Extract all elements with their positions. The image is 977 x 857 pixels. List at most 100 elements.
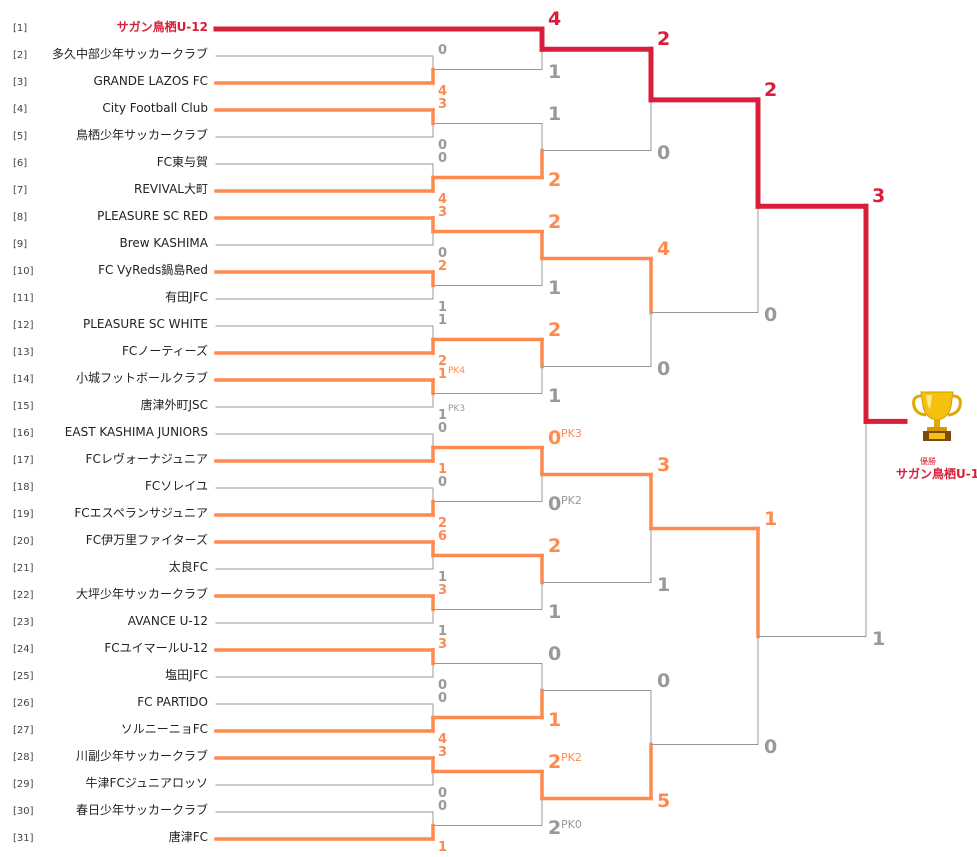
match-score: 1 [657, 573, 671, 596]
match-score: 0 [438, 799, 448, 814]
seed-number: [22] [13, 590, 34, 601]
team-name[interactable]: FCソレイユ [144, 479, 208, 493]
seed-number: [14] [13, 374, 34, 385]
seed-number: [21] [13, 563, 34, 574]
team-name[interactable]: FCノーティーズ [122, 344, 208, 358]
match-score: 6 [438, 529, 448, 544]
seed-number: [26] [13, 698, 34, 709]
pk-score: PK0 [561, 817, 582, 831]
match-score: 4 [657, 237, 671, 260]
seed-number: [11] [13, 293, 34, 304]
seed-number: [13] [13, 347, 34, 358]
team-name[interactable]: City Football Club [102, 101, 208, 115]
match-score: 2 [548, 318, 562, 341]
team-name[interactable]: 太良FC [168, 560, 208, 574]
team-name[interactable]: 牛津FCジュニアロッソ [85, 776, 208, 790]
team-name[interactable]: 唐津FC [168, 830, 208, 844]
team-name[interactable]: 春日少年サッカークラブ [75, 803, 208, 817]
match-score: 1 [548, 276, 562, 299]
match-score: 0 [438, 138, 448, 153]
match-score: 3 [438, 205, 448, 220]
team-name[interactable]: 大坪少年サッカークラブ [75, 587, 208, 601]
team-name[interactable]: FC東与賀 [156, 155, 208, 169]
team-name[interactable]: 多久中部少年サッカークラブ [51, 47, 208, 61]
team-name[interactable]: FCレヴォーナジュニア [85, 452, 208, 466]
seed-number: [19] [13, 509, 34, 520]
match-score: 1 [548, 600, 562, 623]
match-score: 0 [764, 735, 778, 758]
match-score: 1 [438, 570, 448, 585]
match-score: 4 [438, 192, 448, 207]
team-name[interactable]: 川副少年サッカークラブ [75, 749, 208, 763]
team-name[interactable]: サガン鳥栖U-12 [116, 20, 208, 34]
match-score: 0 [438, 691, 448, 706]
match-score: 2 [548, 168, 562, 191]
match-score: 3 [657, 453, 671, 476]
match-score: 1 [548, 384, 562, 407]
seed-number: [18] [13, 482, 34, 493]
seed-number: [2] [13, 50, 28, 61]
seed-number: [20] [13, 536, 34, 547]
seed-number: [27] [13, 725, 34, 736]
match-score: 5 [657, 789, 671, 812]
trophy-icon [912, 388, 962, 444]
seed-number: [7] [13, 185, 28, 196]
team-name[interactable]: FCユイマールU-12 [104, 641, 208, 655]
seed-number: [5] [13, 131, 28, 142]
pk-score: PK3 [448, 404, 466, 414]
match-score: 2 [657, 28, 671, 51]
match-score: 3 [438, 97, 448, 112]
team-name[interactable]: ソルニーニョFC [120, 722, 208, 736]
seed-number: [29] [13, 779, 34, 790]
team-name[interactable]: 塩田JFC [165, 668, 208, 682]
seed-number: [1] [13, 23, 28, 34]
team-name[interactable]: REVIVAL大町 [133, 182, 208, 196]
champion-caption: 優勝 [920, 457, 936, 466]
team-name[interactable]: PLEASURE SC WHITE [83, 317, 208, 331]
match-score: 3 [438, 583, 448, 598]
seed-number: [31] [13, 833, 34, 844]
seed-number: [10] [13, 266, 34, 277]
pk-score: PK2 [561, 493, 582, 507]
match-score: 3 [872, 185, 886, 208]
match-score: 1 [438, 313, 448, 328]
team-name[interactable]: FCエスペランサジュニア [74, 506, 208, 520]
match-score: 0 [438, 421, 448, 436]
match-score: 4 [438, 732, 448, 747]
match-score: 2 [438, 354, 448, 369]
team-name[interactable]: 唐津外町JSC [140, 398, 208, 412]
seed-number: [23] [13, 617, 34, 628]
team-name[interactable]: FC PARTIDO [137, 695, 208, 709]
team-name[interactable]: FC VyReds鍋島Red [98, 263, 208, 277]
match-score: 2 [438, 516, 448, 531]
team-name[interactable]: 小城フットボールクラブ [75, 371, 208, 385]
team-name[interactable]: Brew KASHIMA [119, 236, 208, 250]
match-score: 1 [438, 367, 448, 382]
match-score: 1 [764, 507, 778, 530]
seed-number: [12] [13, 320, 34, 331]
team-name[interactable]: PLEASURE SC RED [97, 209, 208, 223]
match-score: 0 [438, 43, 448, 58]
team-name[interactable]: EAST KASHIMA JUNIORS [64, 425, 208, 439]
team-name[interactable]: FC伊万里ファイターズ [85, 533, 208, 547]
team-name[interactable]: 有田JFC [165, 290, 208, 304]
seed-number: [17] [13, 455, 34, 466]
match-score: 0 [438, 246, 448, 261]
match-score: 2 [438, 259, 448, 274]
match-score: 3 [438, 637, 448, 652]
match-score: 0 [548, 642, 562, 665]
seed-number: [4] [13, 104, 28, 115]
team-name[interactable]: 鳥栖少年サッカークラブ [75, 128, 208, 142]
seed-number: [30] [13, 806, 34, 817]
team-name[interactable]: GRANDE LAZOS FC [93, 74, 208, 88]
match-score: 0 [657, 669, 671, 692]
match-score: 2 [548, 210, 562, 233]
pk-score: PK3 [561, 426, 582, 440]
match-score: 0 [438, 678, 448, 693]
match-score: 0 [764, 303, 778, 326]
seed-number: [24] [13, 644, 34, 655]
match-score: 1 [548, 102, 562, 125]
team-name[interactable]: AVANCE U-12 [127, 614, 208, 628]
seed-number: [8] [13, 212, 28, 223]
match-score: 1 [548, 708, 562, 731]
